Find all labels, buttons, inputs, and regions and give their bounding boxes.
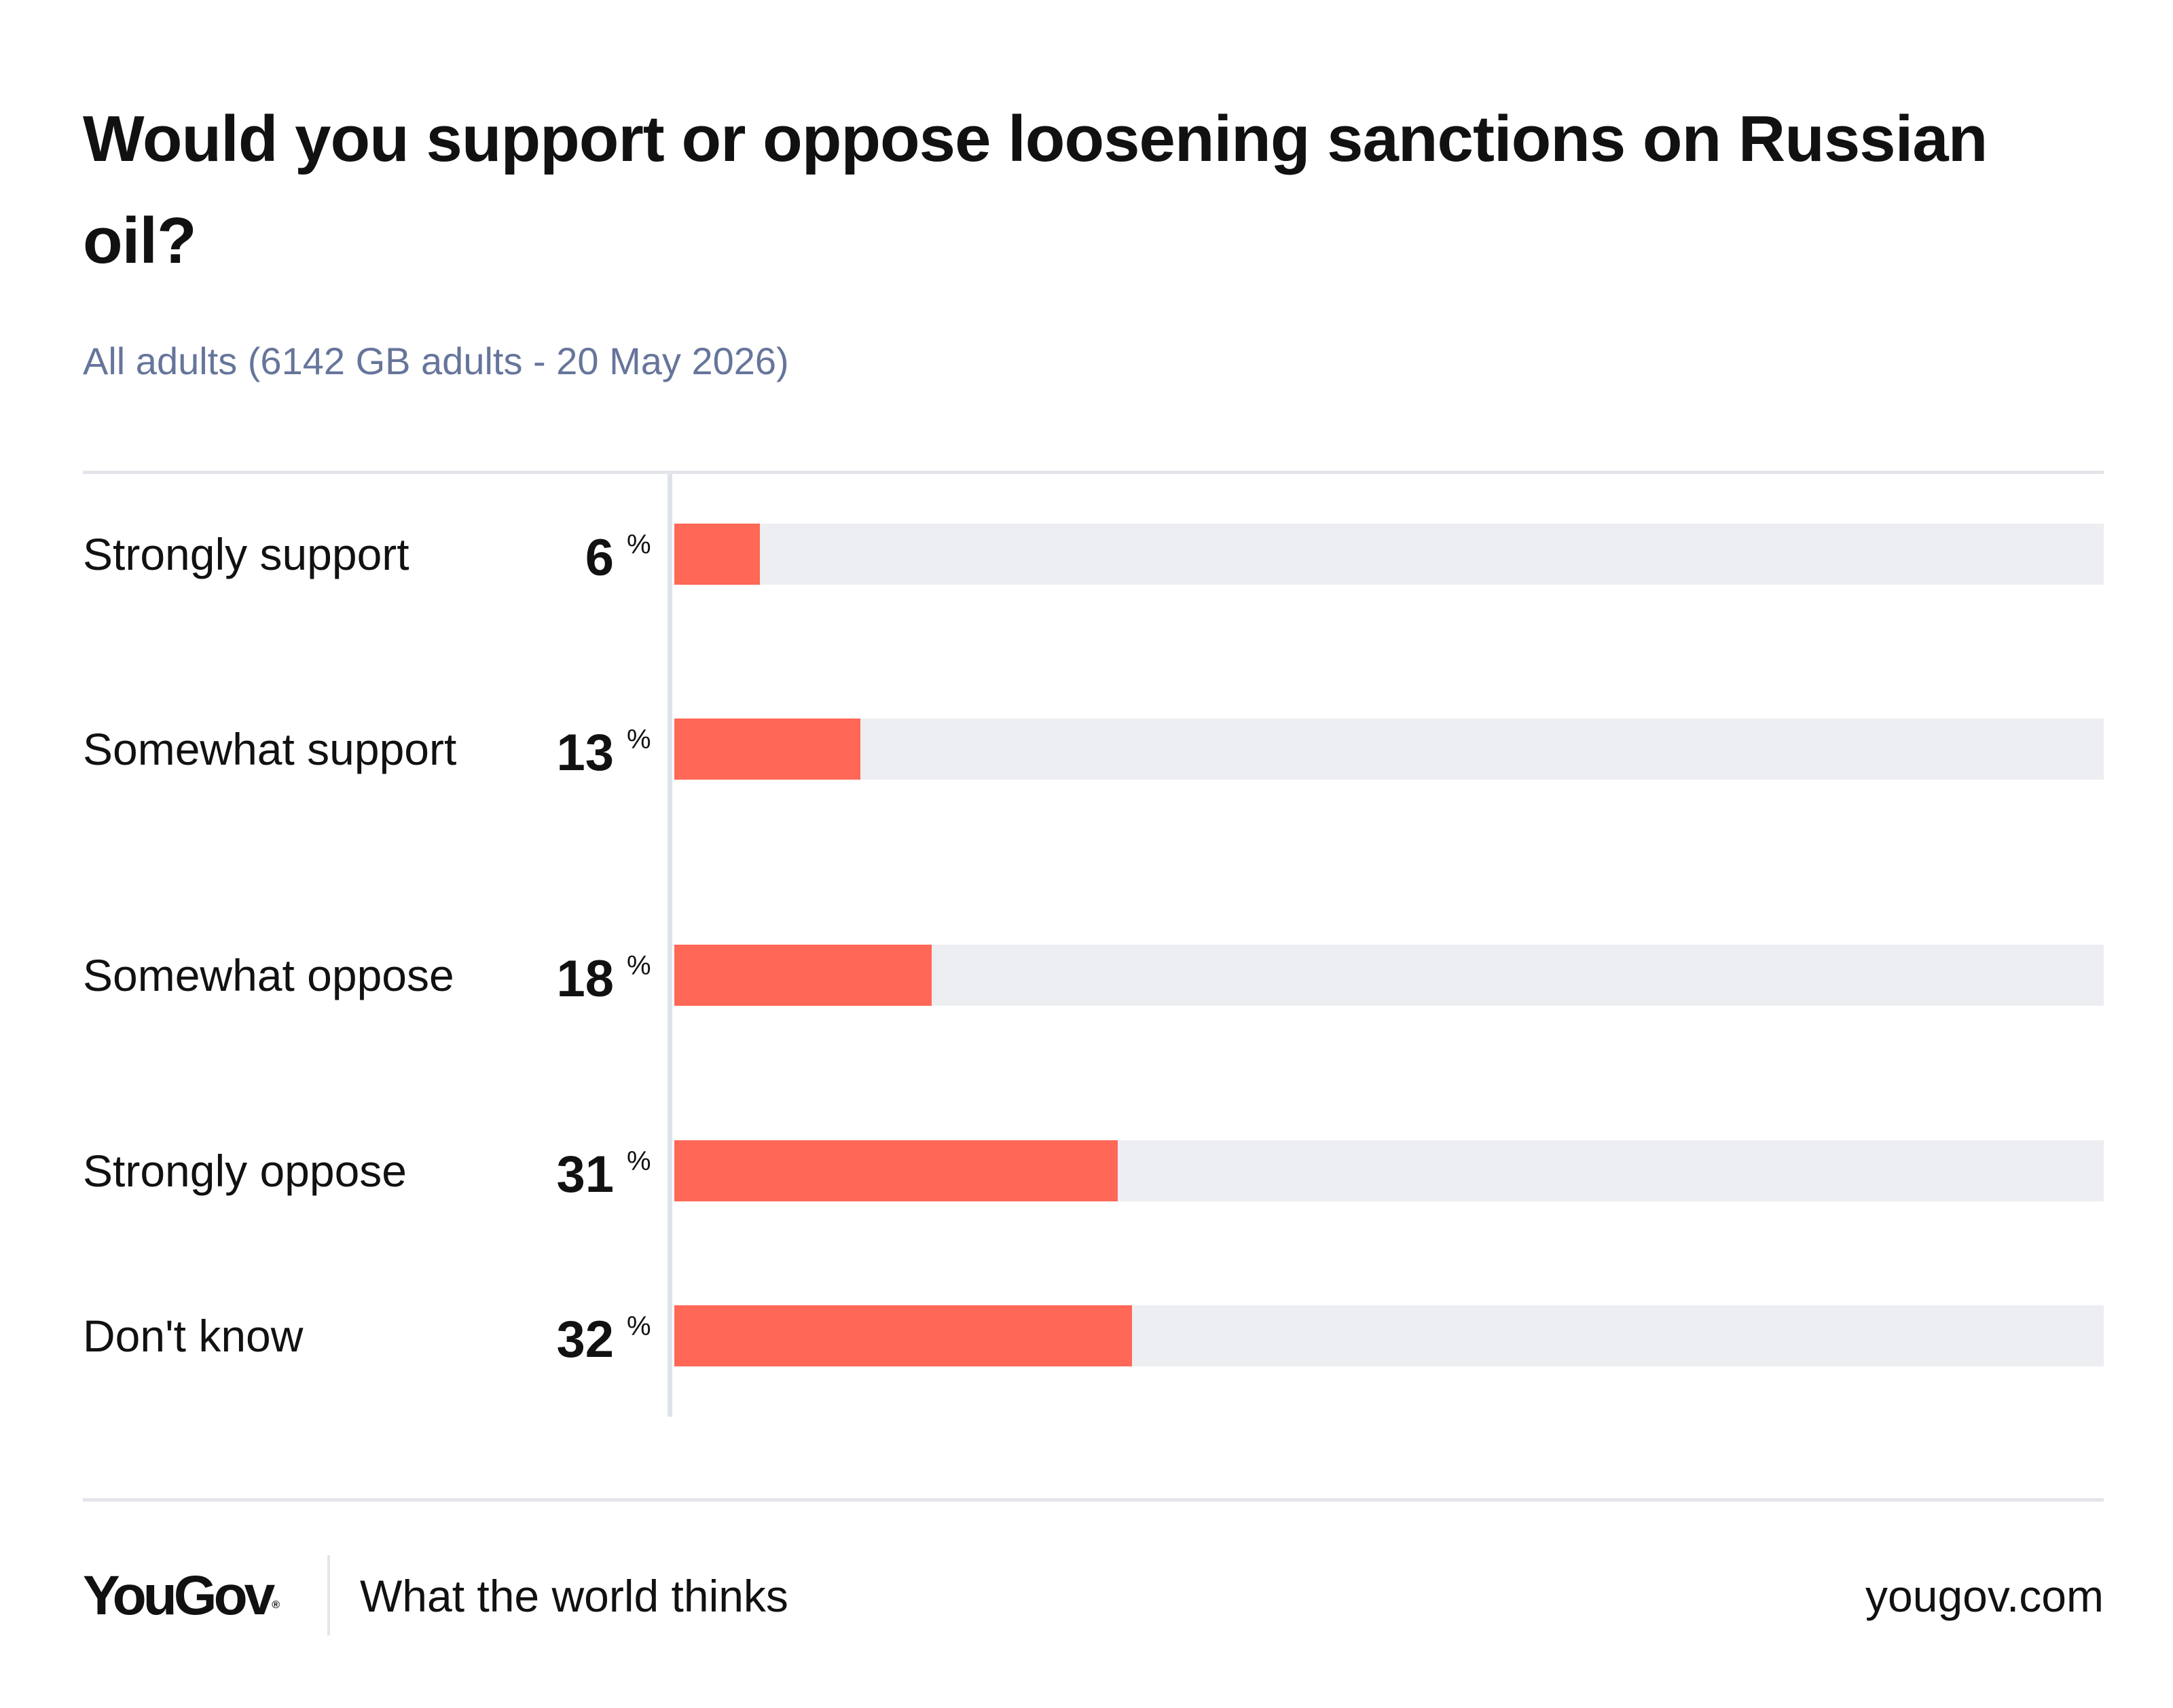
chart-title: Would you support or oppose loosening sa… <box>83 103 1988 277</box>
category-label: Somewhat support <box>83 724 457 774</box>
category-label: Somewhat oppose <box>83 950 454 1000</box>
percent-unit: % <box>627 1311 651 1341</box>
yougov-logo: YouGov® <box>83 1562 280 1630</box>
footer-url: yougov.com <box>1865 1571 2104 1621</box>
logo-text: YouGov <box>83 1565 275 1627</box>
percent-unit: % <box>627 725 651 755</box>
category-label: Don't know <box>83 1311 304 1361</box>
bar <box>674 945 932 1006</box>
bar <box>674 719 860 780</box>
bar-track <box>674 1140 2104 1201</box>
value-label: 31 <box>556 1146 614 1203</box>
bar <box>674 524 761 585</box>
bottom-divider <box>83 1498 2104 1502</box>
value-label: 18 <box>556 950 614 1008</box>
bar <box>674 1305 1132 1366</box>
bar-track <box>674 719 2104 780</box>
percent-unit: % <box>627 530 651 560</box>
bar-track <box>674 1305 2104 1366</box>
chart-subtitle: All adults (6142 GB adults - 20 May 2026… <box>83 340 789 382</box>
value-label: 32 <box>556 1311 614 1368</box>
axis-line <box>668 474 672 1417</box>
bar <box>674 1140 1118 1201</box>
footer-tagline: What the world thinks <box>360 1571 788 1621</box>
value-label: 13 <box>556 724 614 782</box>
value-label: 6 <box>585 529 614 587</box>
top-divider <box>83 471 2104 474</box>
bar-track <box>674 945 2104 1006</box>
percent-unit: % <box>627 1146 651 1176</box>
category-label: Strongly oppose <box>83 1146 407 1196</box>
bar-track <box>674 524 2104 585</box>
category-label: Strongly support <box>83 529 409 579</box>
percent-unit: % <box>627 951 651 981</box>
registered-mark: ® <box>272 1599 280 1611</box>
footer-divider <box>327 1555 330 1635</box>
